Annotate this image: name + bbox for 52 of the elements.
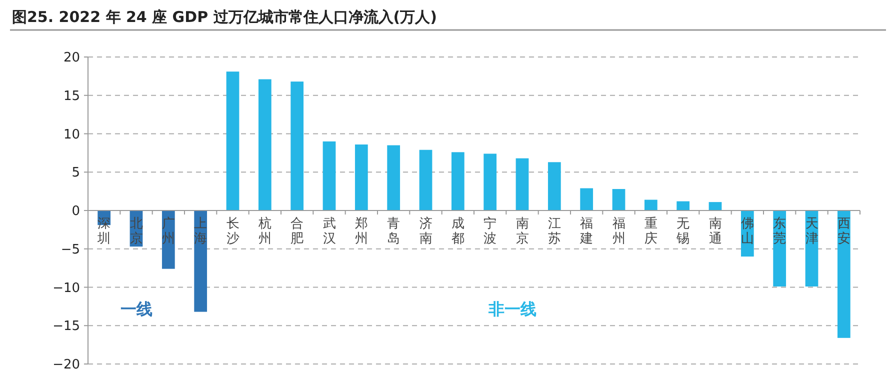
bar: [837, 210, 850, 338]
x-tick-label: 长沙: [226, 216, 240, 246]
x-tick-label: 合肥: [290, 216, 304, 246]
bar: [226, 72, 240, 210]
x-tick-label: 福建: [579, 216, 594, 246]
bar: [516, 158, 529, 210]
x-tick-label: 上海: [194, 216, 208, 246]
x-tick-label: 武汉: [322, 216, 336, 246]
x-tick-label: 福州: [612, 216, 626, 246]
y-tick-label: 15: [63, 88, 80, 104]
x-tick-label: 郑州: [354, 216, 368, 246]
annotation: 一线: [120, 299, 152, 318]
bar: [644, 200, 658, 210]
annotation: 非一线: [488, 299, 537, 318]
bar: [194, 210, 208, 312]
bar: [676, 201, 690, 210]
bar: [387, 145, 400, 210]
chart-title: 图25. 2022 年 24 座 GDP 过万亿城市常住人口净流入(万人): [12, 8, 437, 26]
bar: [419, 150, 432, 210]
x-tick-label: 东莞: [773, 216, 786, 246]
bar: [580, 188, 594, 210]
y-tick-label: 5: [72, 166, 80, 181]
bar: [451, 152, 464, 210]
bar: [322, 141, 336, 210]
x-tick-label: 南京: [516, 216, 529, 246]
bar: [290, 82, 304, 210]
x-tick-label: 济南: [419, 216, 432, 246]
x-tick-label: 南通: [708, 216, 722, 246]
x-tick-label: 成都: [451, 216, 464, 246]
bar: [548, 162, 561, 210]
x-tick-label: 杭州: [257, 216, 272, 246]
y-tick-label: −5: [60, 242, 80, 258]
y-tick-label: −15: [52, 319, 80, 334]
x-tick-label: 江苏: [548, 216, 561, 246]
x-tick-label: 宁波: [484, 216, 497, 246]
y-tick-label: 20: [63, 50, 80, 66]
bar: [708, 202, 722, 210]
bar: [484, 154, 497, 210]
y-tick-label: 10: [63, 127, 80, 142]
y-tick-label: −20: [52, 358, 80, 373]
x-tick-label: 佛山: [740, 216, 754, 246]
x-tick-label: 西安: [837, 216, 850, 246]
x-tick-label: 重庆: [644, 216, 658, 246]
x-tick-label: 广州: [162, 216, 175, 246]
y-tick-label: 0: [72, 204, 80, 220]
bar: [258, 79, 272, 210]
y-tick-label: −10: [52, 280, 80, 296]
x-tick-label: 青岛: [387, 216, 400, 246]
bar: [354, 144, 368, 210]
x-tick-label: 无锡: [676, 216, 690, 246]
bar: [612, 189, 626, 210]
x-tick-label: 天津: [805, 216, 818, 246]
